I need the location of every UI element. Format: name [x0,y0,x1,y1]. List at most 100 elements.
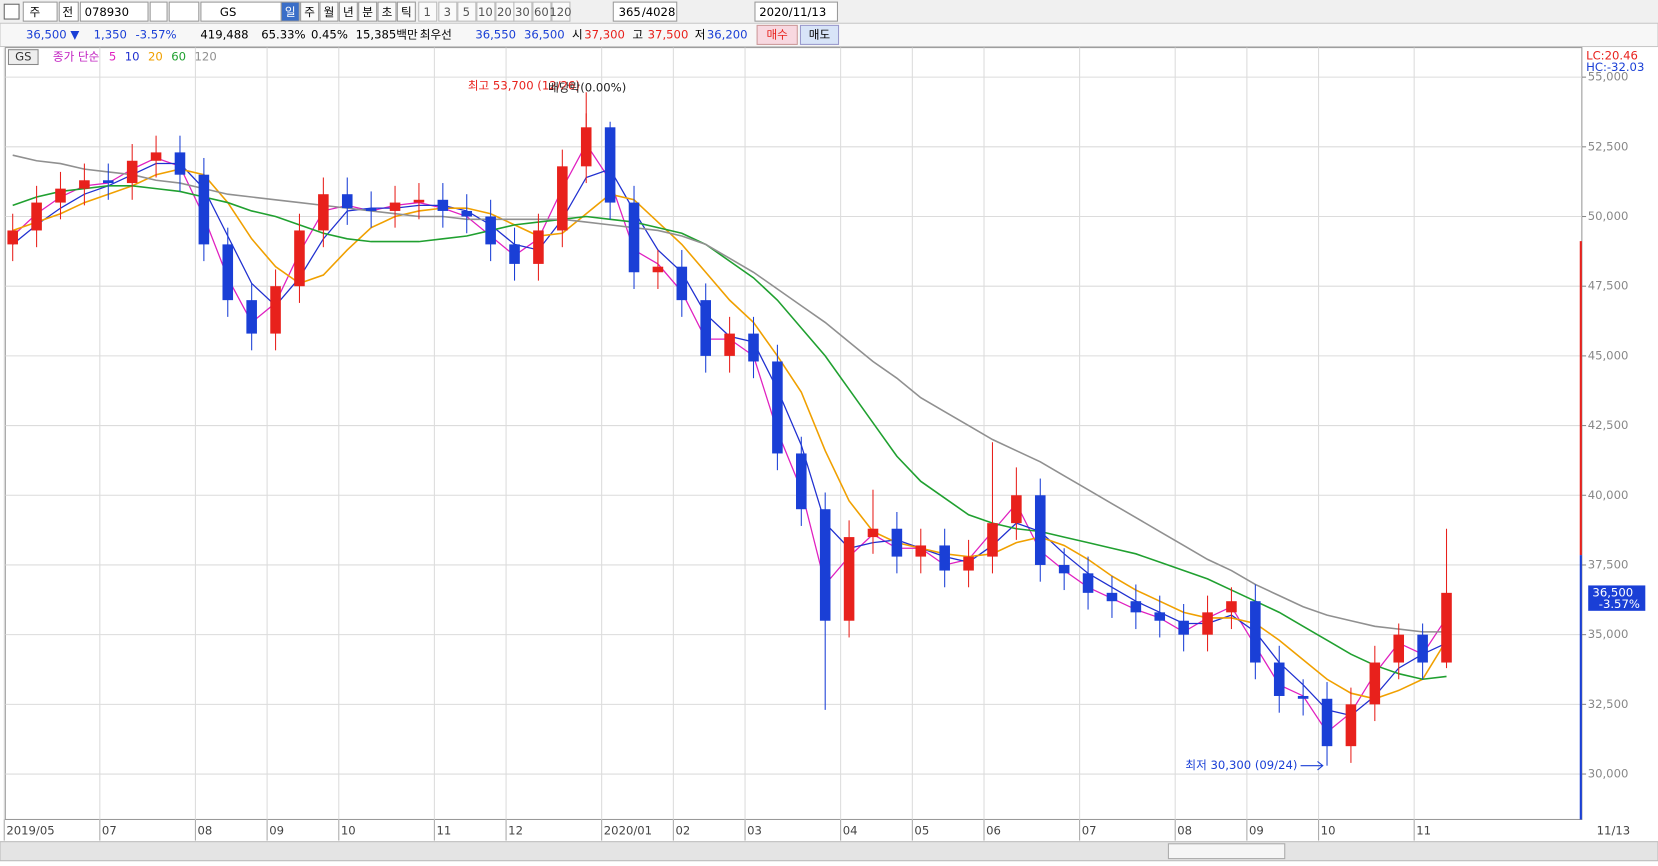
x-tick-label: 10 [1321,824,1336,838]
candle-body [963,556,974,571]
quote-text: 36,200 [707,27,748,41]
period-button[interactable] [280,1,300,22]
candle-body [461,210,473,217]
y-tick-label: 32,500 [1588,697,1629,711]
interval-button[interactable] [513,1,533,22]
quote-text: 0.45% [311,27,348,41]
candle-body [389,202,401,211]
period-label: 틱 [401,5,412,19]
candle-body [1178,620,1189,635]
candle-body [1154,612,1166,621]
toolbar-text: /4028 [642,5,676,19]
buy-button[interactable] [756,24,798,45]
quote-text: 매도 [809,27,831,41]
date-input[interactable] [754,1,838,22]
legend-box [7,49,39,66]
x-tick-label: 08 [1177,824,1192,838]
interval-label: 20 [497,5,512,19]
sell-button[interactable] [799,24,840,45]
quote-text: 37,300 [584,27,625,41]
candle-body [174,152,186,175]
scroll-thumb[interactable] [1167,843,1286,860]
interval-button[interactable] [551,1,571,22]
legend-entry: 120 [195,50,217,64]
period-button[interactable] [319,1,339,22]
candle-body [604,127,616,203]
y-tick-label: 35,000 [1588,627,1629,641]
candle-body [79,180,90,189]
candle-body [1345,704,1357,747]
period-button[interactable] [338,1,358,22]
interval-label: 10 [478,5,493,19]
market-combo[interactable] [22,1,58,22]
last-change: -3.57% [1599,597,1640,611]
candle-body [915,545,927,557]
legend-entry: 60 [171,50,186,64]
interval-label: 120 [549,5,571,19]
sound-button[interactable] [168,1,200,22]
low-arrow [1300,761,1324,771]
search-button[interactable] [149,1,168,22]
interval-button[interactable] [532,1,552,22]
y-tick-label: 55,000 [1588,70,1629,84]
candle-body [437,199,449,211]
quote-text: 1,350 [94,27,127,41]
candle-body [987,523,998,557]
x-tick-label: 11 [1416,824,1431,838]
toolbar-text: 078930 [85,5,129,19]
toolbar-text: 주 [30,5,41,19]
hc-label: HC:-32.03 [1586,60,1644,74]
period-button[interactable] [396,1,416,22]
period-button[interactable] [377,1,397,22]
lc-label: LC:20.46 [1586,49,1638,63]
interval-button[interactable] [438,1,458,22]
candle-body [580,127,592,167]
period-button[interactable] [300,1,320,22]
interval-button[interactable] [457,1,477,22]
interval-label: 60 [534,5,549,19]
interval-button[interactable] [476,1,496,22]
candle-body [1226,601,1237,613]
period-label: 일 [285,5,296,19]
candle-body [1202,612,1213,635]
y-tick-label: 37,500 [1588,557,1629,571]
legend-entry: 5 [109,50,116,64]
last-price: 36,500 [1592,585,1633,599]
x-tick-label: 09 [1249,824,1264,838]
y-tick-label: 47,500 [1588,279,1629,293]
x-tick-label: 2019/05 [6,824,54,838]
candle-body [724,333,735,356]
quote-text: 36,500 ▼ [26,27,79,41]
x-tick-label: 09 [269,824,284,838]
type-button[interactable] [58,1,79,22]
ma-line [12,185,1447,681]
code-input[interactable] [79,1,149,22]
legend-label: 종가 단순 [53,50,100,64]
candle-body [365,208,377,211]
period-button[interactable] [358,1,378,22]
y-tick-label: 30,000 [1588,767,1629,781]
plot-frame [4,47,1583,821]
toolbar-text: 전 [62,5,73,19]
count-input[interactable] [612,1,678,22]
candle-body [1369,662,1381,705]
y-tick-label: 52,500 [1588,139,1629,153]
candle-body [102,180,114,184]
candle-body [1082,573,1094,593]
period-label: 주 [304,5,315,19]
candle-body [819,509,831,621]
candle-body [150,152,162,161]
candle-body [509,244,520,264]
legend-name: GS [15,50,31,64]
high-arrow [581,92,591,136]
quote-text: 36,500 [524,27,565,41]
candle-body [1034,495,1046,565]
name-input[interactable] [200,1,282,22]
candle-body [246,300,257,334]
dividend-annotation: 배당락(0.00%) [548,80,626,94]
interval-button[interactable] [418,1,438,22]
menu-icon[interactable] [3,3,20,20]
scrollbar [0,841,1658,862]
